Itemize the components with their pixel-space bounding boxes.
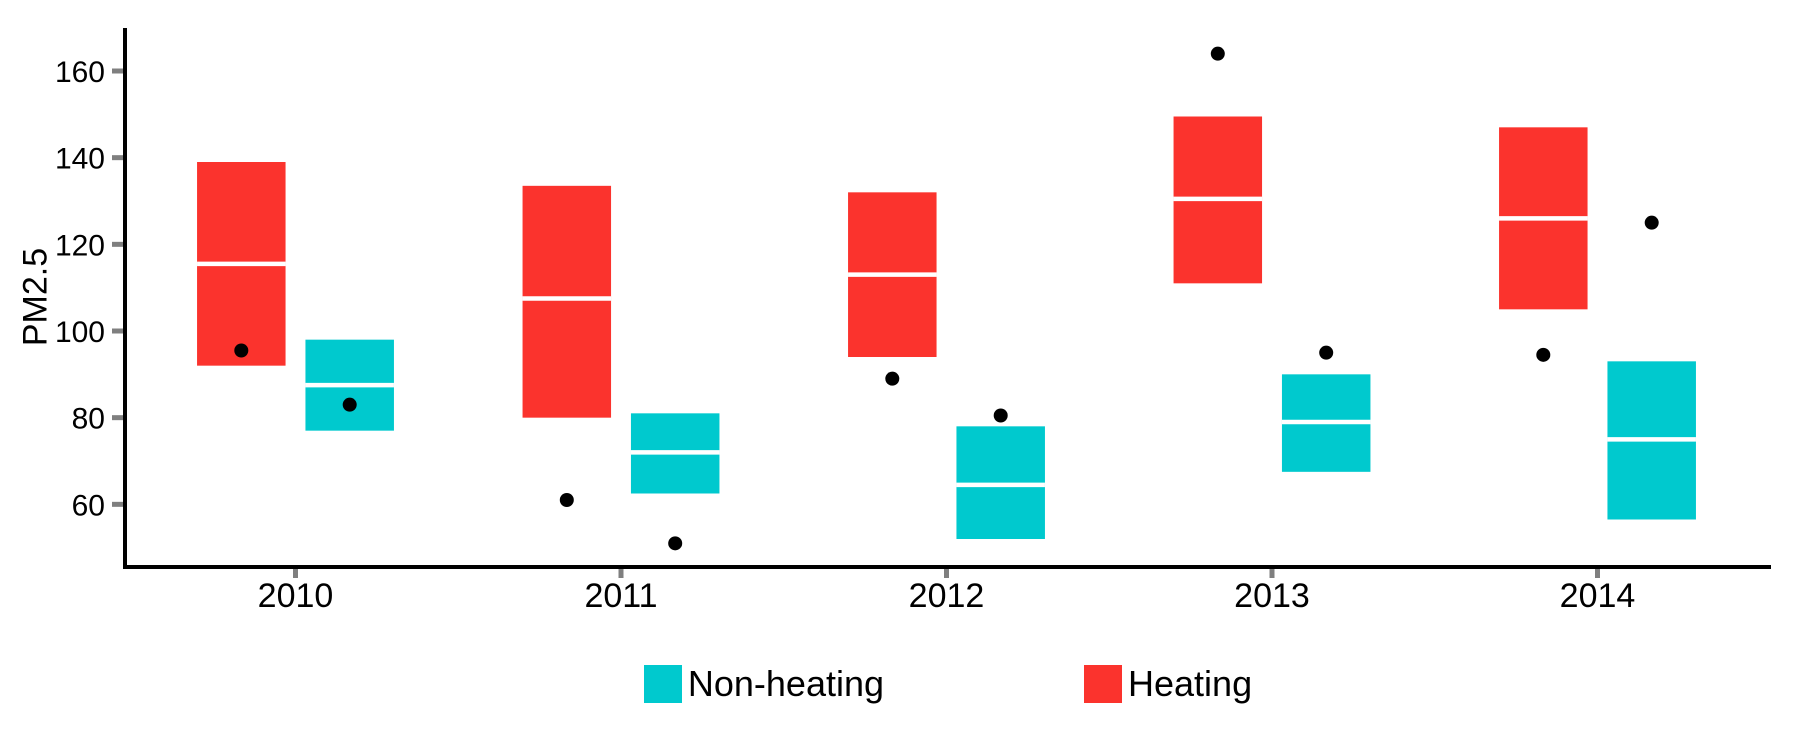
outlier-heating-2011 <box>559 492 574 507</box>
y-tick-label-140: 140 <box>55 143 105 176</box>
outlier-heating-2013 <box>1210 46 1225 61</box>
legend-swatch-heating-icon <box>1084 665 1123 703</box>
outlier-heating-2014 <box>1536 347 1551 362</box>
x-tick-label-2010: 2010 <box>258 577 334 615</box>
y-axis-title: PM2.5 <box>16 247 55 347</box>
y-tick-label-80: 80 <box>72 403 105 436</box>
x-tick-label-2011: 2011 <box>584 577 657 615</box>
outlier-heating-2010 <box>234 343 249 358</box>
legend-swatch-non-heating-icon <box>643 665 682 703</box>
x-tick-label-2013: 2013 <box>1234 577 1310 615</box>
outlier-non-heating-2012 <box>993 408 1008 423</box>
y-tick-label-160: 160 <box>55 56 105 89</box>
outlier-non-heating-2011 <box>668 536 683 551</box>
box-heating-2011 <box>522 185 612 418</box>
y-tick-label-60: 60 <box>72 489 105 522</box>
outlier-non-heating-2013 <box>1319 345 1334 360</box>
plot-area: 60 80 100 120 140 160 2010 2011 2012 2013 2014 <box>55 28 1771 615</box>
x-tick-label-2012: 2012 <box>909 577 985 615</box>
legend-label-non-heating: Non-heating <box>687 663 885 704</box>
legend-label-heating: Heating <box>1128 663 1253 704</box>
outlier-non-heating-2014 <box>1644 215 1659 230</box>
outlier-heating-2012 <box>885 371 900 386</box>
legend: Non-heating Heating <box>125 662 1771 706</box>
outlier-non-heating-2010 <box>342 397 357 412</box>
y-tick-label-100: 100 <box>55 316 105 349</box>
x-tick-label-2014: 2014 <box>1560 577 1636 615</box>
y-tick-label-120: 120 <box>55 229 105 262</box>
legend-item-heating: Heating <box>1084 665 1252 703</box>
legend-item-non-heating: Non-heating <box>643 663 885 704</box>
